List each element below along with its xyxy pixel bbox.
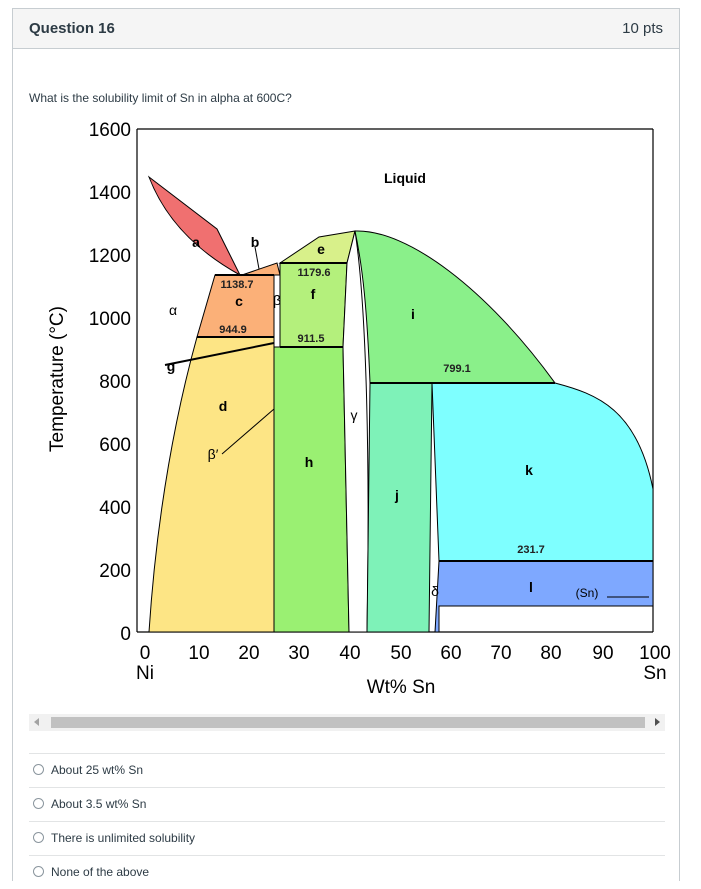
y-axis-label: Temperature (°C) — [47, 306, 68, 452]
label-l: l — [529, 579, 533, 595]
temp-944: 944.9 — [219, 324, 247, 336]
answer-option[interactable]: There is unlimited solubility — [29, 821, 665, 855]
x-tick: 90 — [592, 643, 613, 664]
label-h: h — [305, 454, 314, 470]
x-tick: 30 — [288, 643, 309, 664]
x-tick: 60 — [440, 643, 461, 664]
label-i: i — [411, 306, 415, 322]
y-tick: 1200 — [89, 246, 131, 267]
phase-diagram: 1600 1400 1200 1000 800 600 400 200 0 0 … — [47, 120, 671, 698]
x-axis-ticks: 0 10 20 30 40 50 60 70 80 90 100 Ni Sn W… — [136, 643, 671, 698]
y-tick: 1400 — [89, 183, 131, 204]
answer-label: None of the above — [51, 865, 150, 879]
horizontal-scrollbar[interactable] — [29, 714, 665, 731]
temp-799: 799.1 — [443, 363, 471, 375]
y-tick: 600 — [99, 435, 131, 456]
scroll-thumb[interactable] — [51, 717, 645, 728]
label-f: f — [311, 286, 316, 302]
label-g: g — [167, 358, 176, 374]
scroll-right-icon[interactable] — [655, 718, 660, 726]
radio-button[interactable] — [33, 866, 44, 877]
phase-regions — [147, 175, 654, 633]
temp-1179: 1179.6 — [297, 267, 330, 279]
region-d — [148, 336, 275, 633]
region-b — [241, 262, 281, 276]
x-tick: 40 — [339, 643, 360, 664]
y-tick: 1600 — [89, 120, 131, 141]
x-left-element: Ni — [136, 663, 154, 684]
question-text: What is the solubility limit of Sn in al… — [29, 91, 292, 105]
y-tick: 400 — [99, 498, 131, 519]
question-header: Question 16 10 pts — [13, 9, 679, 49]
region-h — [273, 346, 350, 633]
tie-lines — [164, 262, 653, 562]
x-right-element: Sn — [643, 663, 666, 684]
temp-1138: 1138.7 — [220, 279, 253, 291]
temperature-labels: 1138.7 944.9 1179.6 911.5 799.1 231.7 — [219, 267, 545, 556]
radio-button[interactable] — [33, 798, 44, 809]
question-title: Question 16 — [29, 20, 115, 37]
greek-labels: α β β′ γ δ (Sn) — [169, 292, 598, 600]
answer-label: There is unlimited solubility — [51, 831, 196, 845]
x-axis-label: Wt% Sn — [367, 677, 436, 698]
region-j — [366, 382, 433, 633]
y-tick: 200 — [99, 561, 131, 582]
y-tick: 800 — [99, 372, 131, 393]
radio-button[interactable] — [33, 764, 44, 775]
temp-911: 911.5 — [298, 333, 325, 345]
region-i — [354, 230, 556, 384]
label-e: e — [317, 241, 325, 257]
label-d: d — [219, 398, 228, 414]
label-gamma: γ — [351, 407, 358, 423]
x-tick: 20 — [238, 643, 259, 664]
label-b: b — [251, 234, 260, 250]
region-labels: Liquid a b c d e f g h i j k l — [167, 170, 533, 595]
answer-label: About 25 wt% Sn — [51, 763, 144, 777]
x-tick: 50 — [390, 643, 411, 664]
answer-list: About 25 wt% Sn About 3.5 wt% Sn There i… — [29, 753, 665, 889]
x-tick: 70 — [490, 643, 511, 664]
temp-231: 231.7 — [517, 544, 545, 556]
x-tick: 80 — [540, 643, 561, 664]
answer-label: About 3.5 wt% Sn — [51, 797, 147, 811]
region-k — [431, 382, 654, 562]
label-liquid: Liquid — [384, 170, 426, 186]
x-tick: 10 — [188, 643, 209, 664]
y-axis-ticks: 1600 1400 1200 1000 800 600 400 200 0 — [89, 120, 131, 645]
label-c: c — [235, 293, 243, 309]
label-beta: β — [273, 292, 281, 308]
region-a — [147, 175, 242, 277]
x-tick: 0 — [140, 643, 151, 664]
annotation-lines — [221, 246, 649, 598]
label-k: k — [525, 462, 533, 478]
label-a: a — [192, 234, 200, 250]
label-j: j — [394, 487, 399, 503]
answer-option[interactable]: About 3.5 wt% Sn — [29, 787, 665, 821]
x-tick: 100 — [639, 643, 671, 664]
label-delta: δ — [431, 583, 439, 599]
answer-option[interactable]: About 25 wt% Sn — [29, 753, 665, 787]
label-beta-prime: β′ — [208, 446, 219, 462]
question-points: 10 pts — [622, 20, 663, 37]
question-card: Question 16 10 pts What is the solubilit… — [12, 8, 680, 881]
y-tick: 0 — [120, 624, 131, 645]
y-tick: 1000 — [89, 309, 131, 330]
scroll-left-icon[interactable] — [34, 718, 39, 726]
answer-option[interactable]: None of the above — [29, 855, 665, 889]
label-sn: (Sn) — [576, 586, 599, 600]
label-alpha: α — [169, 302, 177, 318]
radio-button[interactable] — [33, 832, 44, 843]
